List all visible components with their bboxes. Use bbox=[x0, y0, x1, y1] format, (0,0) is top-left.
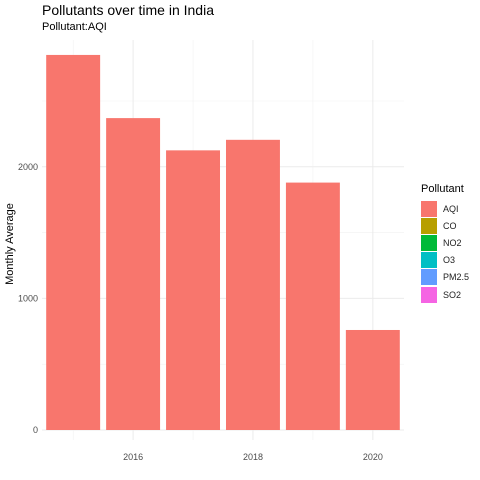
x-tick-label: 2020 bbox=[363, 452, 383, 462]
y-tick-label: 2000 bbox=[18, 162, 38, 172]
bar bbox=[46, 54, 101, 430]
y-axis-label: Monthly Average bbox=[4, 203, 16, 285]
legend-key bbox=[421, 234, 437, 251]
legend-item: PM2.5 bbox=[421, 269, 469, 286]
bar bbox=[225, 139, 280, 430]
legend-item: CO bbox=[421, 217, 469, 234]
bar bbox=[285, 182, 340, 430]
legend-item: SO2 bbox=[421, 286, 469, 303]
legend-key bbox=[421, 286, 437, 303]
x-tick-label: 2018 bbox=[243, 452, 263, 462]
legend-key bbox=[421, 252, 437, 269]
bar bbox=[166, 150, 221, 430]
legend-item: NO2 bbox=[421, 234, 469, 251]
legend-label: SO2 bbox=[443, 289, 462, 300]
y-tick-label: 0 bbox=[33, 425, 38, 435]
chart-title: Pollutants over time in India bbox=[42, 2, 214, 18]
y-tick-label: 1000 bbox=[18, 293, 38, 303]
legend-item: O3 bbox=[421, 252, 469, 269]
legend-item: AQI bbox=[421, 200, 469, 217]
legend-label: PM2.5 bbox=[443, 272, 470, 283]
legend-key bbox=[421, 217, 437, 234]
legend-label: CO bbox=[443, 220, 457, 231]
legend-label: AQI bbox=[443, 203, 459, 214]
bar bbox=[345, 329, 400, 430]
legend-title: Pollutant bbox=[421, 183, 464, 195]
legend-label: NO2 bbox=[443, 237, 462, 248]
bar bbox=[106, 118, 161, 430]
chart-subtitle: Pollutant:AQI bbox=[42, 21, 107, 33]
legend-key bbox=[421, 269, 437, 286]
legend-items: AQI CO NO2 O3 PM2.5 SO2 bbox=[421, 200, 469, 303]
legend: Pollutant AQI CO NO2 O3 PM2.5 SO2 bbox=[421, 183, 469, 303]
legend-label: O3 bbox=[443, 255, 456, 266]
legend-key bbox=[421, 200, 437, 217]
x-tick-label: 2016 bbox=[123, 452, 143, 462]
